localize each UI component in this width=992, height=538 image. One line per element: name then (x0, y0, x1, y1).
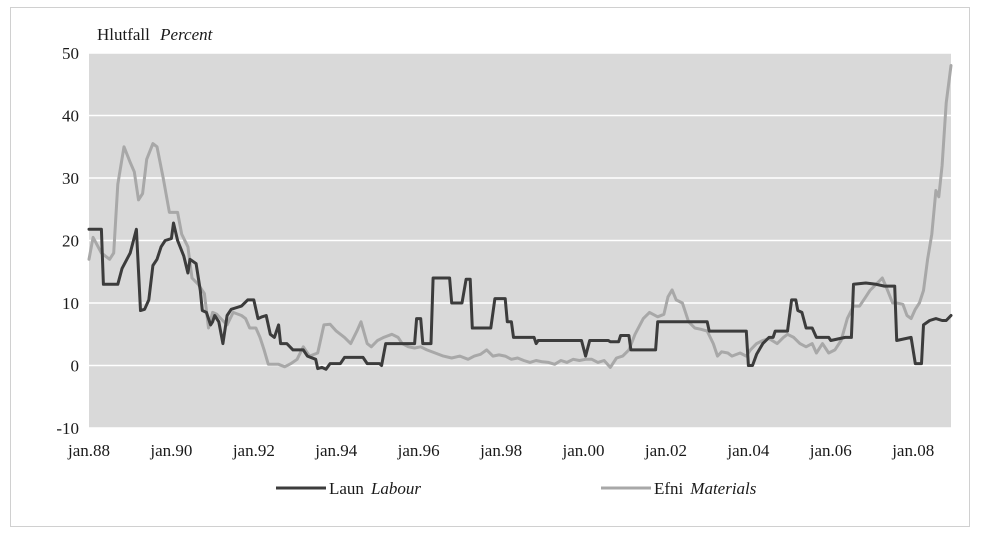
x-tick-label: jan.94 (314, 441, 358, 460)
legend-name-italic: Labour (370, 479, 421, 498)
y-tick-label: 10 (62, 294, 79, 313)
x-tick-label: jan.08 (891, 441, 934, 460)
y-tick-label: 50 (62, 44, 79, 63)
x-tick-label: jan.00 (562, 441, 605, 460)
y-tick-label: 20 (62, 232, 79, 251)
legend-name: Efni (654, 479, 684, 498)
chart-title-italic: Percent (159, 25, 214, 44)
legend-label-efni: Efni Materials (654, 479, 757, 498)
x-tick-label: jan.88 (67, 441, 110, 460)
y-tick-label: -10 (56, 419, 79, 438)
y-tick-label: 30 (62, 169, 79, 188)
y-tick-label: 40 (62, 107, 79, 126)
x-tick-label: jan.02 (644, 441, 687, 460)
chart-title: Hlutfall Percent (97, 25, 214, 44)
x-tick-label: jan.04 (726, 441, 770, 460)
x-tick-label: jan.92 (232, 441, 275, 460)
legend-label-laun: Laun Labour (329, 479, 421, 498)
series-layer (87, 64, 953, 371)
legend-name-italic: Materials (689, 479, 756, 498)
gridlines (89, 52, 951, 429)
x-tick-label: jan.96 (397, 441, 440, 460)
series-line-laun (87, 221, 953, 371)
x-tick-label: jan.06 (809, 441, 852, 460)
legend: Laun Labour Efni Materials (276, 479, 757, 498)
chart-title-main: Hlutfall (97, 25, 150, 44)
legend-name: Laun (329, 479, 364, 498)
y-axis-ticks: -10 0 10 20 30 40 50 (56, 44, 79, 438)
x-tick-label: jan.90 (149, 441, 192, 460)
y-tick-label: 0 (71, 357, 80, 376)
chart-frame: -10 0 10 20 30 40 50 jan.88 jan.90 jan.92 jan.94 j… (10, 7, 970, 527)
series-line-efni (87, 64, 953, 369)
x-axis-ticks: jan.88 jan.90 jan.92 jan.94 jan.96 jan.98 jan.… (67, 441, 934, 460)
x-tick-label: jan.98 (479, 441, 522, 460)
